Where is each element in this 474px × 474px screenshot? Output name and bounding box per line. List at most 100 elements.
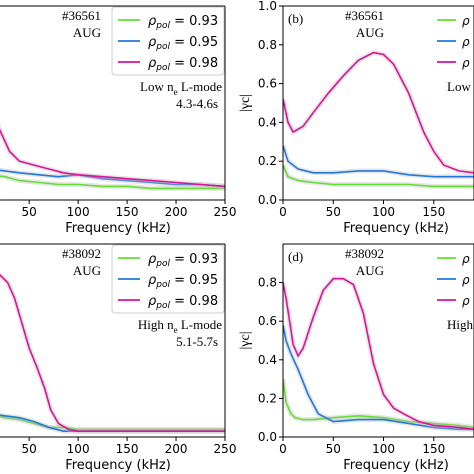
x-tick-label: 50: [326, 205, 341, 219]
legend-symbol-cropped: ρ: [462, 252, 470, 266]
x-axis-label: Frequency (kHz): [343, 221, 449, 236]
y-tick-label: 0.0: [258, 430, 277, 444]
series-2-band: [283, 49, 474, 176]
annotation-part: L-mode: [178, 79, 223, 94]
series-2-line: [283, 51, 474, 174]
x-tick-label: 200: [165, 442, 188, 456]
legend-entry: ρpol = 0.95: [148, 35, 218, 52]
legend-entry: ρpol = 0.93: [148, 14, 218, 31]
legend-value: = 0.93: [170, 14, 218, 29]
legend-symbol-cropped: ρ: [462, 35, 470, 49]
legend-symbol: ρ: [148, 14, 157, 29]
legend-box: [111, 6, 225, 76]
panel-a: 50 100 150 200 250 Frequency (kHz) #36561 AUG Lo…: [0, 5, 237, 236]
legend-subscript: pol: [155, 21, 170, 31]
legend-symbol: ρ: [148, 273, 157, 288]
x-tick-label: 0: [279, 442, 287, 456]
legend-value: = 0.95: [170, 273, 218, 288]
device-name: AUG: [73, 263, 101, 278]
legend-entry: ρpol = 0.93: [148, 252, 218, 269]
shot-number: #38092: [345, 246, 384, 261]
series-0-line: [0, 175, 225, 190]
x-tick-label: 150: [116, 442, 139, 456]
x-axis-label: Frequency (kHz): [343, 458, 449, 473]
shot-number: #38092: [62, 246, 101, 261]
time-window: 5.1-5.7s: [176, 334, 218, 349]
legend-symbol-cropped: ρ: [462, 294, 470, 308]
series-0-line: [283, 378, 474, 429]
legend-subscript: pol: [155, 280, 170, 290]
regime-annotation: Low ne L-mode: [140, 79, 222, 97]
legend-entry: ρpol = 0.95: [148, 273, 218, 290]
legend-value: = 0.93: [170, 252, 218, 267]
regime-annotation: High: [447, 317, 474, 332]
legend-subscript: pol: [155, 259, 170, 269]
y-tick-label: 0.4: [258, 115, 277, 129]
panel-label: (b): [288, 11, 303, 26]
legend-symbol: ρ: [148, 56, 157, 71]
y-tick-label: 0.6: [258, 77, 277, 91]
series-1-line: [283, 324, 474, 431]
y-tick-label: 0.2: [258, 154, 277, 168]
legend-box: [111, 244, 225, 314]
legend-symbol-cropped: ρ: [462, 273, 470, 287]
x-axis-label: Frequency (kHz): [65, 221, 171, 236]
y-tick-label: 1.0: [258, 0, 277, 13]
y-axis-label: |γc|: [238, 331, 253, 349]
regime-annotation: High ne L-mode: [138, 317, 222, 335]
panel-d: 0 50 100 150 0.0 0.2 0.4 0.6 0.8 Frequency (kHz) |…: [238, 243, 474, 473]
annotation-part: High n: [138, 317, 174, 332]
x-tick-label: 0: [279, 205, 287, 219]
y-tick-label: 0.6: [258, 314, 277, 328]
legend-value: = 0.95: [170, 35, 218, 50]
legend-subscript: pol: [155, 63, 170, 73]
legend-value: = 0.98: [170, 56, 218, 71]
legend-entry: ρpol = 0.98: [148, 294, 218, 311]
annotation-subscript: e: [174, 325, 178, 335]
annotation-part: L-mode: [178, 317, 223, 332]
device-name: AUG: [356, 263, 384, 278]
series-2-line: [283, 277, 474, 431]
series-1-line: [0, 169, 225, 188]
legend-entry: ρpol = 0.98: [148, 56, 218, 73]
x-tick-label: 50: [326, 442, 341, 456]
y-tick-label: 0.4: [258, 353, 277, 367]
y-tick-label: 0.0: [258, 193, 277, 207]
legend-symbol: ρ: [148, 294, 157, 309]
device-name: AUG: [356, 25, 384, 40]
panel-label: (d): [288, 249, 303, 264]
x-tick-label: 150: [116, 205, 139, 219]
x-tick-label: 250: [214, 205, 237, 219]
regime-annotation: Low: [447, 79, 471, 94]
time-window: 4.3-4.6s: [176, 96, 218, 111]
series-0-line: [283, 164, 474, 188]
x-tick-label: 100: [372, 205, 395, 219]
shot-number: #36561: [62, 8, 101, 23]
series-group: [0, 123, 225, 191]
x-tick-label: 200: [165, 205, 188, 219]
y-tick-label: 0.2: [258, 391, 277, 405]
x-tick-label: 100: [372, 442, 395, 456]
x-tick-label: 100: [67, 442, 90, 456]
panel-b: 0 50 100 150 0.0 0.2 0.4 0.6 0.8 1.0 Frequency (kH…: [238, 0, 474, 236]
panel-c: 50 100 150 200 250 Frequency (kHz) #38092 AUG Hi…: [0, 243, 237, 473]
x-tick-label: 250: [214, 442, 237, 456]
series-1-line: [283, 145, 474, 178]
legend-symbol: ρ: [148, 35, 157, 50]
series-group: [0, 272, 225, 434]
series-group: [283, 276, 474, 432]
legend-symbol: ρ: [148, 252, 157, 267]
legend-value: = 0.98: [170, 294, 218, 309]
x-tick-label: 50: [22, 205, 37, 219]
series-2-line: [0, 274, 225, 433]
legend-symbol-cropped: ρ: [462, 56, 470, 70]
series-2-line: [0, 128, 225, 188]
device-name: AUG: [73, 25, 101, 40]
y-tick-label: 0.8: [258, 38, 277, 52]
legend-subscript: pol: [155, 42, 170, 52]
shot-number: #36561: [345, 8, 384, 23]
x-tick-label: 150: [422, 205, 445, 219]
